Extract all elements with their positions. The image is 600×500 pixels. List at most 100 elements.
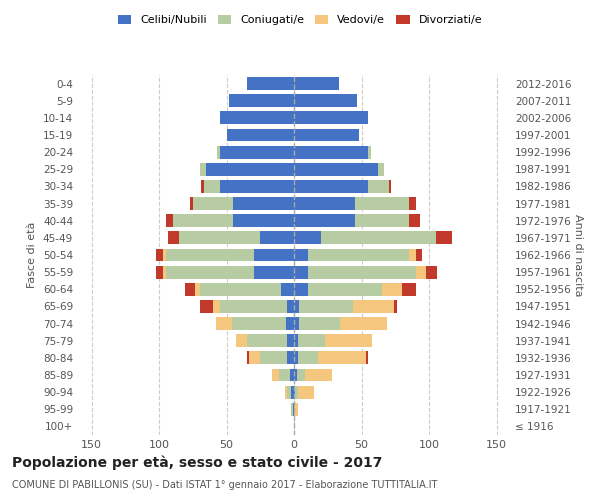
- Bar: [295, 386, 298, 398]
- Bar: [394, 300, 397, 313]
- Bar: [220, 146, 294, 158]
- Bar: [294, 214, 355, 227]
- Bar: [321, 232, 436, 244]
- Bar: [185, 283, 196, 296]
- Bar: [166, 266, 254, 278]
- Bar: [319, 352, 365, 364]
- Bar: [216, 317, 232, 330]
- Bar: [409, 214, 419, 227]
- Bar: [296, 368, 305, 382]
- Bar: [382, 283, 402, 296]
- Bar: [179, 232, 260, 244]
- Bar: [308, 283, 382, 296]
- Bar: [287, 334, 294, 347]
- Bar: [294, 94, 358, 107]
- Legend: Celibi/Nubili, Coniugati/e, Vedovi/e, Divorziati/e: Celibi/Nubili, Coniugati/e, Vedovi/e, Di…: [113, 10, 487, 29]
- Bar: [294, 163, 378, 175]
- Bar: [236, 334, 247, 347]
- Bar: [220, 180, 294, 193]
- Bar: [294, 146, 368, 158]
- Bar: [365, 352, 368, 364]
- Bar: [389, 180, 391, 193]
- Bar: [368, 146, 371, 158]
- Bar: [247, 352, 250, 364]
- Bar: [298, 334, 325, 347]
- Bar: [284, 386, 287, 398]
- Bar: [229, 94, 294, 107]
- Bar: [291, 403, 293, 415]
- Bar: [294, 283, 308, 296]
- Bar: [287, 300, 294, 313]
- Bar: [294, 77, 338, 90]
- Bar: [281, 283, 294, 296]
- Bar: [299, 300, 353, 313]
- Bar: [233, 214, 294, 227]
- Bar: [232, 317, 286, 330]
- Bar: [290, 368, 294, 382]
- Bar: [308, 248, 409, 262]
- Bar: [378, 163, 385, 175]
- Bar: [293, 403, 294, 415]
- Bar: [353, 300, 394, 313]
- Bar: [368, 180, 389, 193]
- Bar: [279, 368, 290, 382]
- Bar: [294, 197, 355, 210]
- Bar: [294, 368, 296, 382]
- Y-axis label: Anni di nascita: Anni di nascita: [573, 214, 583, 296]
- Bar: [355, 197, 409, 210]
- Bar: [294, 232, 321, 244]
- Bar: [294, 266, 308, 278]
- Bar: [233, 197, 294, 210]
- Bar: [247, 77, 294, 90]
- Bar: [415, 266, 426, 278]
- Bar: [294, 248, 308, 262]
- Bar: [308, 266, 415, 278]
- Text: COMUNE DI PABILLONIS (SU) - Dati ISTAT 1° gennaio 2017 - Elaborazione TUTTITALIA: COMUNE DI PABILLONIS (SU) - Dati ISTAT 1…: [12, 480, 437, 490]
- Bar: [199, 163, 206, 175]
- Bar: [427, 266, 437, 278]
- Bar: [227, 128, 294, 141]
- Bar: [287, 352, 294, 364]
- Bar: [247, 334, 287, 347]
- Bar: [193, 197, 233, 210]
- Bar: [294, 352, 298, 364]
- Bar: [173, 214, 233, 227]
- Bar: [163, 266, 166, 278]
- Bar: [166, 248, 254, 262]
- Bar: [294, 128, 359, 141]
- Bar: [169, 232, 179, 244]
- Bar: [340, 317, 387, 330]
- Bar: [250, 352, 260, 364]
- Bar: [254, 248, 294, 262]
- Bar: [260, 352, 287, 364]
- Bar: [292, 386, 294, 398]
- Bar: [298, 386, 314, 398]
- Bar: [294, 180, 368, 193]
- Bar: [415, 248, 422, 262]
- Bar: [355, 214, 409, 227]
- Bar: [294, 317, 299, 330]
- Bar: [294, 403, 295, 415]
- Bar: [294, 386, 295, 398]
- Bar: [286, 317, 294, 330]
- Bar: [295, 403, 298, 415]
- Text: Popolazione per età, sesso e stato civile - 2017: Popolazione per età, sesso e stato civil…: [12, 455, 382, 469]
- Bar: [409, 248, 415, 262]
- Bar: [206, 163, 294, 175]
- Y-axis label: Fasce di età: Fasce di età: [28, 222, 37, 288]
- Bar: [201, 180, 203, 193]
- Bar: [217, 146, 220, 158]
- Bar: [213, 300, 220, 313]
- Bar: [272, 368, 279, 382]
- Bar: [220, 300, 287, 313]
- Bar: [199, 283, 281, 296]
- Bar: [163, 248, 166, 262]
- Bar: [299, 317, 340, 330]
- Bar: [199, 300, 213, 313]
- Bar: [254, 266, 294, 278]
- Bar: [156, 248, 163, 262]
- Bar: [166, 214, 173, 227]
- Bar: [436, 232, 452, 244]
- Bar: [305, 368, 332, 382]
- Bar: [156, 266, 163, 278]
